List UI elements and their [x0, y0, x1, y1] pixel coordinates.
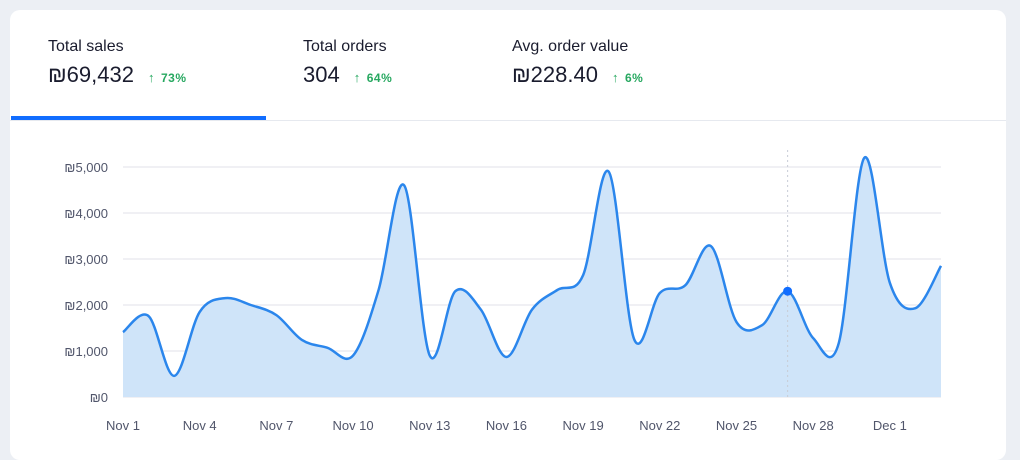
x-tick-label: Nov 16: [486, 418, 527, 433]
y-tick-label: ₪1,000: [64, 344, 108, 359]
x-tick-label: Nov 19: [563, 418, 604, 433]
tab-total-orders[interactable]: Total orders 304 ↑ 64%: [303, 38, 392, 88]
x-tick-label: Nov 10: [332, 418, 373, 433]
y-tick-label: ₪3,000: [64, 252, 108, 267]
x-tick-label: Nov 1: [106, 418, 140, 433]
x-tick-label: Nov 7: [259, 418, 293, 433]
change-badge: ↑ 73%: [148, 70, 187, 85]
x-tick-label: Nov 28: [793, 418, 834, 433]
y-tick-label: ₪4,000: [64, 206, 108, 221]
tab-label: Avg. order value: [512, 38, 629, 55]
tab-label: Total orders: [303, 38, 387, 55]
x-tick-label: Nov 22: [639, 418, 680, 433]
tabs-divider: [10, 120, 1006, 121]
x-tick-label: Dec 1: [873, 418, 907, 433]
change-badge: ↑ 6%: [612, 70, 643, 85]
x-tick-label: Nov 13: [409, 418, 450, 433]
y-tick-label: ₪2,000: [64, 298, 108, 313]
x-tick-label: Nov 25: [716, 418, 757, 433]
arrow-up-icon: ↑: [147, 70, 155, 85]
sales-chart[interactable]: ₪0 ₪1,000 ₪2,000 ₪3,000 ₪4,000 ₪5,000 Nov 1 Nov…: [0, 0, 1020, 447]
y-tick-label: ₪5,000: [64, 160, 108, 175]
tab-value: 304: [303, 62, 340, 87]
tab-avg-order-value[interactable]: Avg. order value ₪228.40 ↑ 6%: [512, 38, 643, 88]
change-value: 73%: [160, 71, 187, 85]
series-line: [122, 156, 943, 378]
active-tab-indicator: [11, 116, 266, 120]
arrow-up-icon: ↑: [611, 70, 619, 85]
y-tick-label: ₪0: [90, 390, 108, 405]
tab-value: ₪69,432: [48, 62, 134, 87]
tab-value: ₪228.40: [512, 62, 598, 87]
arrow-up-icon: ↑: [353, 70, 361, 85]
x-tick-label: Nov 4: [183, 418, 217, 433]
highlighted-point: [783, 286, 793, 296]
change-badge: ↑ 64%: [354, 70, 393, 85]
change-value: 6%: [624, 71, 644, 85]
tab-label: Total sales: [48, 38, 124, 55]
tab-total-sales[interactable]: Total sales ₪69,432 ↑ 73%: [48, 38, 187, 88]
change-value: 64%: [366, 71, 393, 85]
area-fill: [123, 157, 941, 397]
